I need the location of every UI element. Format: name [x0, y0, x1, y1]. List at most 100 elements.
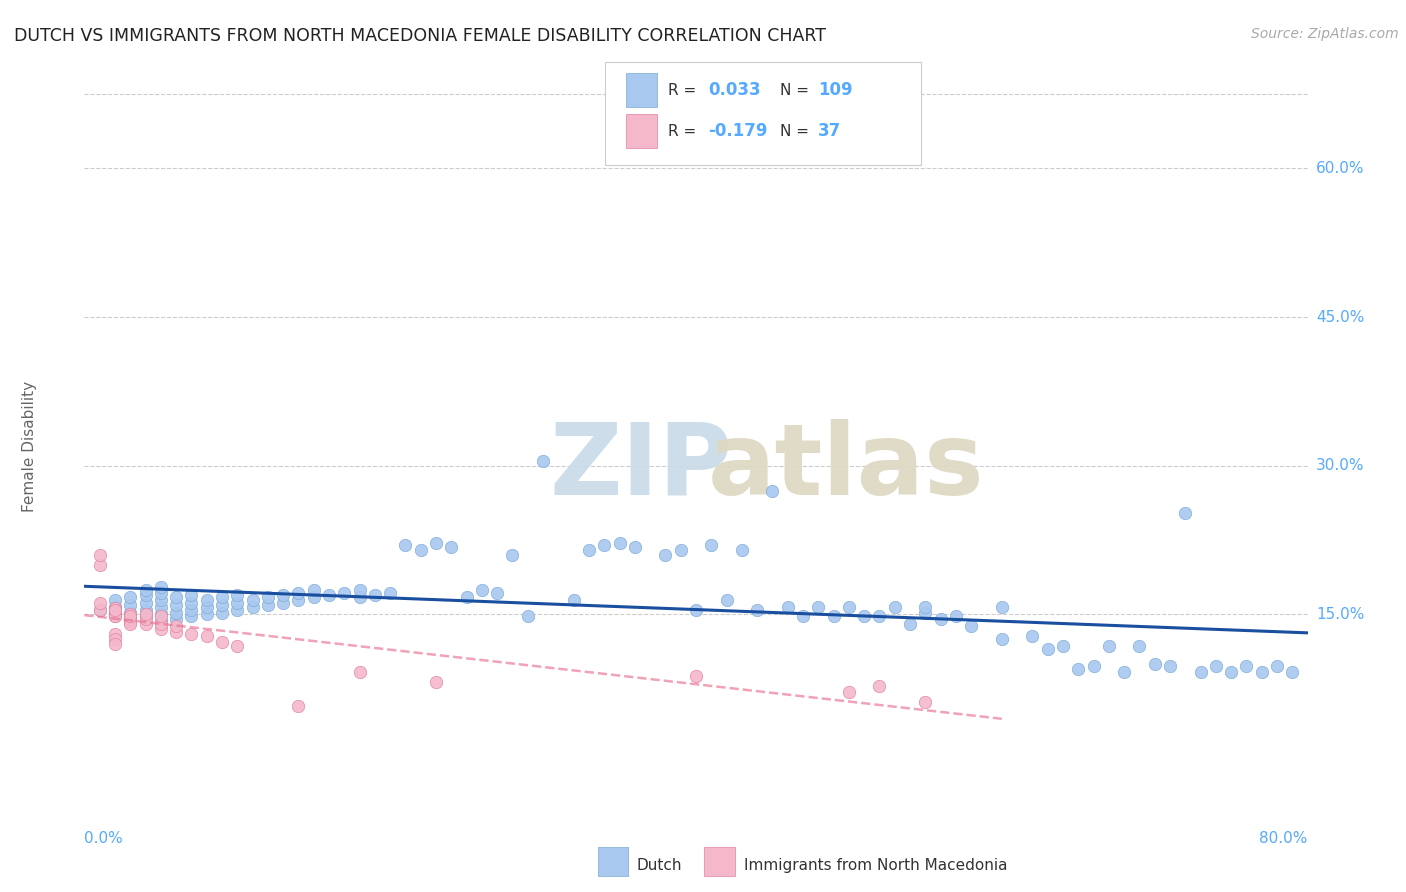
Text: 0.0%: 0.0%: [84, 830, 124, 846]
Point: [1205, 659, 1227, 673]
Point: [165, 625, 187, 640]
Point: [838, 685, 860, 699]
Point: [195, 629, 218, 643]
Point: [440, 540, 463, 554]
Point: [242, 599, 264, 614]
Point: [853, 609, 876, 624]
Point: [318, 588, 340, 602]
Point: [104, 602, 127, 616]
Text: 30.0%: 30.0%: [1316, 458, 1364, 474]
Point: [502, 548, 524, 562]
Point: [149, 623, 172, 637]
Text: 60.0%: 60.0%: [1316, 161, 1364, 176]
Text: R =: R =: [668, 124, 702, 139]
Point: [149, 617, 172, 632]
Point: [120, 612, 142, 626]
Point: [1174, 507, 1197, 521]
Point: [149, 607, 172, 622]
Point: [135, 602, 157, 616]
Point: [226, 639, 249, 653]
Point: [120, 617, 142, 632]
Point: [242, 592, 264, 607]
Point: [456, 590, 478, 604]
Point: [914, 606, 936, 620]
Point: [471, 582, 494, 597]
Point: [898, 617, 921, 632]
Point: [578, 543, 600, 558]
Text: Source: ZipAtlas.com: Source: ZipAtlas.com: [1251, 27, 1399, 41]
Point: [135, 596, 157, 610]
Point: [120, 607, 142, 622]
Point: [287, 592, 309, 607]
Text: Immigrants from North Macedonia: Immigrants from North Macedonia: [744, 858, 1007, 872]
Point: [349, 590, 371, 604]
Point: [271, 588, 294, 602]
Point: [195, 592, 218, 607]
Point: [1128, 639, 1150, 653]
Point: [716, 592, 738, 607]
Point: [180, 588, 202, 602]
Point: [257, 590, 280, 604]
Point: [669, 543, 692, 558]
Point: [120, 598, 142, 612]
Point: [792, 609, 814, 624]
Point: [120, 609, 142, 624]
Point: [135, 588, 157, 602]
Point: [211, 635, 233, 649]
Point: [1098, 639, 1121, 653]
Point: [104, 609, 127, 624]
Text: -0.179: -0.179: [709, 122, 768, 140]
Point: [333, 585, 356, 599]
Point: [165, 619, 187, 633]
Point: [89, 602, 111, 616]
Point: [195, 607, 218, 622]
Point: [89, 602, 111, 616]
Point: [823, 609, 845, 624]
Point: [1234, 659, 1257, 673]
Point: [624, 540, 647, 554]
Point: [271, 596, 294, 610]
Text: 0.033: 0.033: [709, 81, 761, 99]
Point: [349, 665, 371, 679]
Point: [257, 598, 280, 612]
Point: [104, 609, 127, 624]
Point: [1189, 665, 1212, 679]
Point: [226, 596, 249, 610]
Point: [149, 592, 172, 607]
Point: [1159, 659, 1181, 673]
Point: [287, 698, 309, 713]
Text: Female Disability: Female Disability: [22, 380, 37, 512]
Point: [89, 558, 111, 572]
Point: [1265, 659, 1288, 673]
Text: ZIP: ZIP: [550, 419, 733, 516]
Point: [685, 669, 707, 683]
Point: [149, 580, 172, 594]
Point: [165, 590, 187, 604]
Point: [180, 627, 202, 641]
Point: [364, 588, 387, 602]
Point: [211, 598, 233, 612]
Text: N =: N =: [780, 83, 814, 98]
Point: [409, 543, 432, 558]
Point: [991, 599, 1014, 614]
Point: [104, 599, 127, 614]
Point: [807, 599, 830, 614]
Point: [1281, 665, 1303, 679]
Point: [1143, 657, 1166, 671]
Point: [531, 454, 554, 468]
Point: [104, 605, 127, 619]
Point: [869, 679, 891, 693]
Point: [914, 695, 936, 709]
Point: [929, 612, 952, 626]
Point: [120, 610, 142, 624]
Point: [211, 606, 233, 620]
Point: [1067, 662, 1090, 676]
Point: [104, 637, 127, 651]
Point: [120, 606, 142, 620]
Point: [425, 536, 447, 550]
Point: [135, 609, 157, 624]
Point: [486, 585, 509, 599]
Point: [945, 609, 967, 624]
Point: [1036, 642, 1059, 657]
Point: [149, 615, 172, 629]
